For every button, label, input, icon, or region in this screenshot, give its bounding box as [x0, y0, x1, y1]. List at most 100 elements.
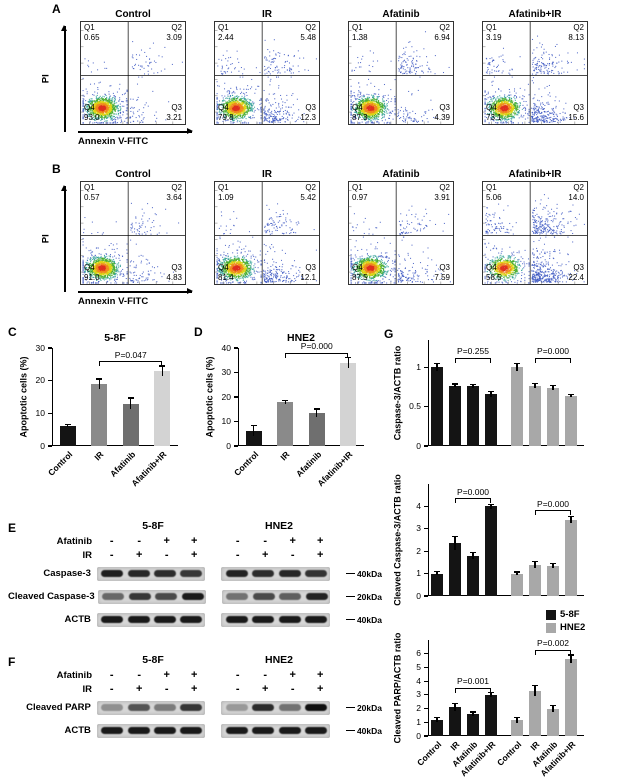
y-axis-label: Apoptotic cells (%) [18, 356, 29, 438]
marker-label: 40kDa [356, 725, 382, 736]
error-bar-cap [568, 393, 574, 395]
error-bar [161, 365, 163, 376]
flow-scatter-canvas [483, 22, 587, 124]
blot-band [155, 593, 178, 600]
flow-plot: Control Q1 0.57 Q2 3.64 Q3 4.83 Q4 91.0 [78, 168, 212, 285]
flow-plot-box: Q1 2.44 Q2 5.48 Q3 12.3 Q4 79.8 [214, 21, 320, 125]
blot-strip [96, 700, 206, 715]
quadrant-value-q3: 3.21 [166, 113, 182, 122]
bar [484, 506, 498, 596]
panel-letter-f: F [8, 655, 16, 669]
panel-d: D HNE2 Apoptotic cells (%) 0 10 20 30 40 Contro… [192, 322, 374, 502]
error-bar [552, 563, 554, 568]
bar [546, 565, 560, 596]
quadrant-value-q4: 73.1 [486, 113, 502, 122]
blot-band [180, 704, 203, 711]
bar [510, 367, 524, 446]
treatment-sign: - [235, 534, 240, 547]
significance-bracket [455, 357, 491, 363]
sign-group: - - + + [224, 668, 334, 681]
y-tick-mark [48, 412, 52, 414]
western-blot-parp: 5-8F HNE2 Afatinib - - + + - - + + IR - + - + - + - + Cleave… [8, 652, 382, 742]
quadrant-label-q1: Q1 [486, 183, 497, 192]
quadrant-label-q2: Q2 [171, 23, 182, 32]
error-bar [253, 425, 255, 437]
error-bar [552, 385, 554, 391]
treatment-label: IR [82, 683, 93, 695]
error-bar [130, 397, 132, 410]
blot-band [181, 593, 204, 600]
significance-bracket [455, 498, 491, 503]
marker-dash [345, 706, 355, 709]
flow-plot-box: Q1 1.38 Q2 6.94 Q3 4.39 Q4 87.3 [348, 21, 454, 125]
blot-strip [221, 612, 330, 627]
treatment-sign: - [263, 668, 268, 681]
marker-dash [345, 572, 355, 575]
error-bar [534, 685, 536, 697]
flow-plot: Afatinib+IR Q1 5.06 Q2 14.0 Q3 22.4 Q4 58.5 [480, 168, 614, 285]
error-bar-cap [313, 408, 320, 410]
bar [448, 707, 462, 736]
blot-band [225, 570, 248, 577]
error-bar [472, 552, 474, 560]
error-bar [472, 384, 474, 388]
flow-plot-title: Afatinib [382, 9, 420, 20]
blot-band [127, 570, 150, 577]
quadrant-label-q4: Q4 [352, 263, 363, 272]
quadrant-value-q2: 5.42 [300, 193, 316, 202]
blot-band [278, 616, 301, 623]
treatment-sign: - [137, 534, 142, 547]
cell-line-header: HNE2 [264, 654, 293, 666]
error-bar-cap [488, 503, 494, 505]
significance-label: P=0.000 [537, 346, 569, 357]
quadrant-label-q4: Q4 [352, 103, 363, 112]
error-bar-cap [282, 399, 289, 401]
flow-plot-box: Q1 0.57 Q2 3.64 Q3 4.83 Q4 91.0 [80, 181, 186, 285]
blot-band [305, 727, 327, 734]
error-bar-cap [532, 684, 538, 686]
blot-band [180, 616, 203, 623]
marker: 20kDa [345, 703, 382, 713]
y-tick-mark [424, 366, 428, 369]
significance-bracket [99, 361, 163, 367]
chart-title: HNE2 [286, 332, 315, 344]
y-tick-mark [424, 721, 428, 723]
significance-bracket [535, 649, 571, 655]
error-bar [570, 655, 572, 664]
flow-scatter-canvas [349, 182, 453, 284]
quadrant-label-q4: Q4 [486, 263, 497, 272]
y-tick-label: 6 [416, 648, 421, 659]
sign-group: - + - + [224, 549, 334, 561]
blot-band [305, 704, 327, 711]
bar [430, 367, 444, 446]
blot-band [226, 593, 249, 600]
blot-band [278, 704, 301, 711]
error-bar-cap [532, 560, 538, 562]
blot-band [127, 616, 150, 623]
marker: 40kDa [345, 569, 382, 579]
error-bar [284, 400, 286, 404]
bar-chart-hne2: HNE2 Apoptotic cells (%) 0 10 20 30 40 Control I… [202, 332, 370, 500]
blot-band [127, 704, 150, 711]
bar [91, 383, 108, 446]
blot-band [102, 593, 125, 600]
panel-c: C 5-8F Apoptotic cells (%) 0 10 20 30 Control I… [6, 322, 188, 502]
legend-entry: 5-8F [546, 610, 585, 620]
legend: 5-8F HNE2 [546, 610, 585, 633]
error-bar [516, 363, 518, 372]
treatment-sign: + [317, 668, 324, 681]
panel-letter-a: A [52, 2, 61, 16]
significance-bracket [535, 510, 571, 516]
error-bar-cap [434, 362, 440, 365]
significance-bracket [455, 687, 491, 693]
quadrant-label-q1: Q1 [218, 23, 229, 32]
error-bar [490, 504, 492, 509]
bar [430, 719, 444, 736]
error-bar-cap [96, 378, 103, 380]
treatment-sign: + [191, 534, 198, 547]
annexin-axis-arrow [78, 288, 193, 294]
x-tick-label: Control [231, 449, 261, 478]
blot-strip [221, 723, 330, 738]
blot-band [154, 570, 177, 577]
treatment-sign: + [191, 668, 198, 681]
